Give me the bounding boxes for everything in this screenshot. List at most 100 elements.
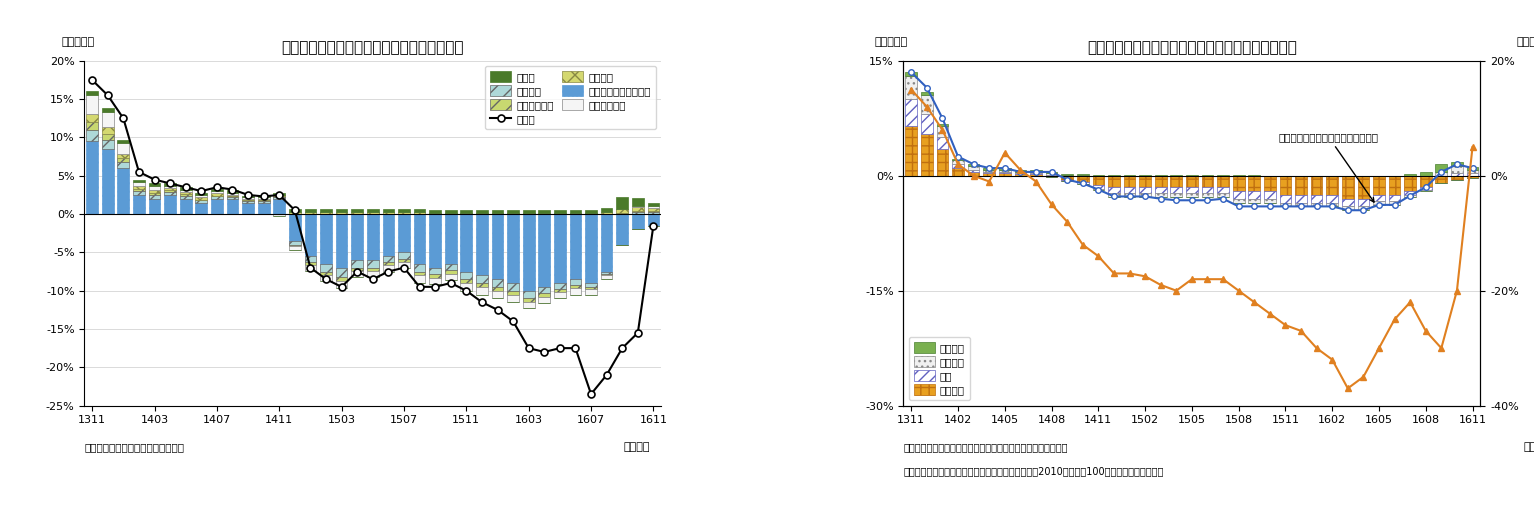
Bar bbox=[584, 287, 597, 289]
Bar bbox=[647, 211, 660, 212]
Bar bbox=[1046, 176, 1057, 177]
Bar bbox=[584, 283, 597, 287]
Bar bbox=[601, 272, 612, 274]
Bar bbox=[1310, 195, 1322, 203]
Bar bbox=[632, 211, 644, 212]
Bar bbox=[1031, 172, 1042, 173]
Bar bbox=[460, 283, 472, 291]
総平均 bbox=[270, 192, 288, 198]
総平均 bbox=[629, 330, 647, 336]
Bar bbox=[1249, 175, 1259, 176]
Bar bbox=[1264, 176, 1276, 191]
Bar bbox=[905, 99, 917, 126]
Bar bbox=[1420, 187, 1431, 190]
Bar bbox=[399, 209, 410, 212]
Bar bbox=[164, 188, 176, 190]
Bar bbox=[101, 140, 114, 149]
Bar bbox=[554, 210, 566, 212]
Bar bbox=[273, 195, 285, 196]
Bar bbox=[1467, 167, 1479, 170]
Text: （月次）: （月次） bbox=[623, 443, 650, 452]
Bar bbox=[1140, 187, 1150, 193]
Bar bbox=[1295, 195, 1307, 203]
Bar bbox=[1170, 175, 1183, 176]
Bar bbox=[617, 212, 627, 214]
Bar bbox=[983, 173, 996, 176]
Bar bbox=[999, 170, 1011, 172]
Bar bbox=[1451, 173, 1463, 176]
Bar bbox=[179, 187, 192, 190]
Bar bbox=[1358, 176, 1370, 199]
Bar bbox=[647, 208, 660, 211]
Bar bbox=[118, 140, 129, 143]
Bar bbox=[905, 73, 917, 76]
総平均 bbox=[535, 349, 554, 355]
Bar bbox=[1201, 175, 1213, 176]
Bar bbox=[430, 214, 440, 268]
Bar bbox=[983, 172, 996, 173]
Bar bbox=[367, 212, 379, 214]
Bar bbox=[164, 190, 176, 192]
Bar bbox=[538, 287, 551, 293]
Bar bbox=[953, 159, 963, 160]
Bar bbox=[1062, 175, 1072, 176]
Bar bbox=[953, 168, 963, 176]
Bar bbox=[1155, 193, 1166, 197]
Bar bbox=[430, 268, 440, 274]
Bar bbox=[133, 186, 144, 189]
Bar bbox=[1031, 170, 1042, 172]
Bar bbox=[1233, 175, 1244, 176]
Bar bbox=[399, 259, 410, 262]
Bar bbox=[968, 166, 980, 170]
Bar bbox=[149, 193, 161, 195]
Bar bbox=[968, 170, 980, 172]
Bar bbox=[647, 214, 660, 226]
Bar bbox=[86, 141, 98, 214]
Bar bbox=[133, 195, 144, 214]
Bar bbox=[382, 265, 394, 272]
Bar bbox=[920, 95, 933, 115]
Bar bbox=[460, 272, 472, 279]
総平均 bbox=[379, 269, 397, 275]
Bar bbox=[953, 164, 963, 168]
Bar bbox=[1186, 176, 1198, 187]
Bar bbox=[382, 212, 394, 214]
Bar bbox=[1201, 176, 1213, 187]
Bar bbox=[1186, 187, 1198, 193]
Bar bbox=[492, 214, 503, 279]
Bar bbox=[149, 190, 161, 193]
Bar bbox=[1108, 187, 1120, 193]
総平均 bbox=[442, 280, 460, 286]
総平均 bbox=[394, 265, 413, 271]
総平均 bbox=[457, 287, 476, 294]
総平均 bbox=[83, 77, 101, 83]
Bar bbox=[101, 134, 114, 140]
Bar bbox=[1046, 173, 1057, 175]
Bar bbox=[1249, 176, 1259, 191]
Bar bbox=[1216, 187, 1229, 193]
Bar bbox=[1310, 176, 1322, 195]
Bar bbox=[86, 122, 98, 130]
Bar bbox=[86, 95, 98, 115]
Bar bbox=[1014, 172, 1026, 173]
Bar bbox=[242, 197, 255, 199]
Bar bbox=[351, 271, 364, 277]
Bar bbox=[288, 212, 301, 214]
Bar bbox=[1467, 170, 1479, 173]
Bar bbox=[1140, 193, 1150, 197]
Bar bbox=[273, 196, 285, 197]
Bar bbox=[1358, 199, 1370, 206]
Text: （前年比）: （前年比） bbox=[61, 37, 95, 47]
Bar bbox=[1404, 176, 1416, 191]
Text: （月次）: （月次） bbox=[1523, 443, 1534, 452]
Bar bbox=[273, 197, 285, 199]
Bar bbox=[1404, 174, 1416, 176]
Bar bbox=[164, 192, 176, 195]
Bar bbox=[351, 260, 364, 268]
総平均 bbox=[333, 284, 351, 290]
Bar bbox=[1108, 193, 1120, 197]
Bar bbox=[920, 92, 933, 95]
Bar bbox=[399, 262, 410, 268]
Bar bbox=[321, 209, 331, 212]
Bar bbox=[968, 164, 980, 166]
